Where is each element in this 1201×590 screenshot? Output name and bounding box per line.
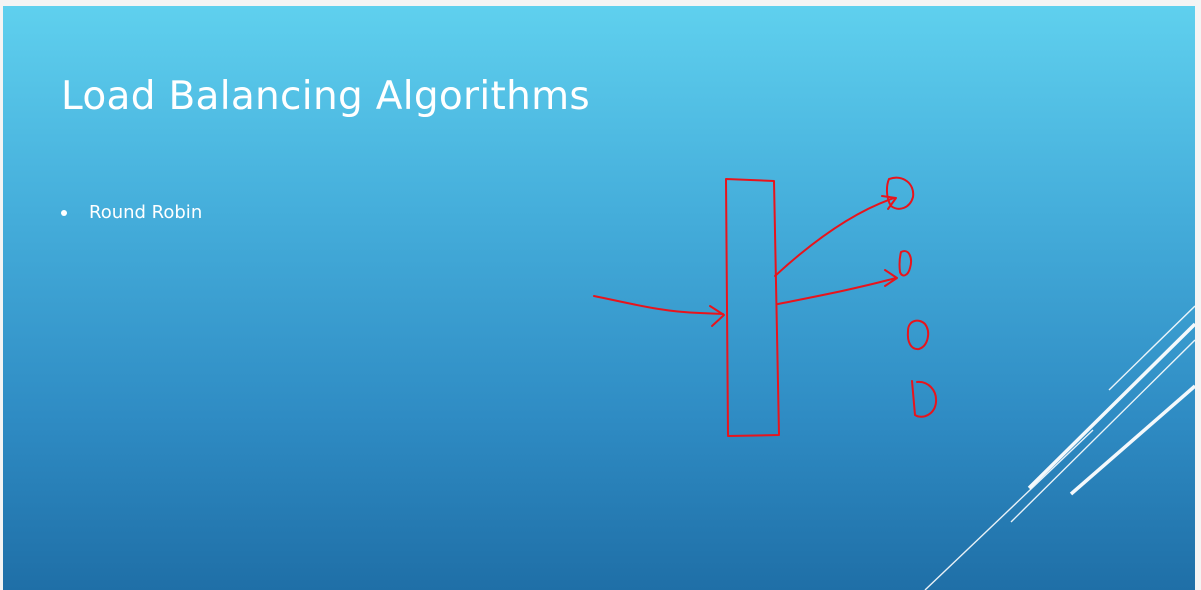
incoming-request-arrow — [593, 295, 724, 315]
server-4 — [911, 380, 938, 418]
arrow-to-server-2 — [777, 277, 897, 305]
incoming-arrowhead-icon — [709, 305, 725, 327]
load-balancer-box — [725, 178, 780, 437]
arrow-to-server-1 — [774, 197, 895, 277]
arrow-2-head-icon — [884, 269, 898, 287]
server-3 — [906, 319, 930, 351]
server-1 — [885, 176, 915, 210]
slide: Load Balancing Algorithms Round Robin — [3, 6, 1195, 590]
bullet-text: Round Robin — [89, 202, 203, 223]
bullet-list: Round Robin — [59, 202, 202, 223]
bullet-item: Round Robin — [59, 202, 202, 223]
server-2 — [898, 250, 912, 277]
arrow-1-head-icon — [881, 195, 897, 210]
slide-title: Load Balancing Algorithms — [61, 74, 591, 119]
bullet-dot-icon — [61, 209, 67, 216]
